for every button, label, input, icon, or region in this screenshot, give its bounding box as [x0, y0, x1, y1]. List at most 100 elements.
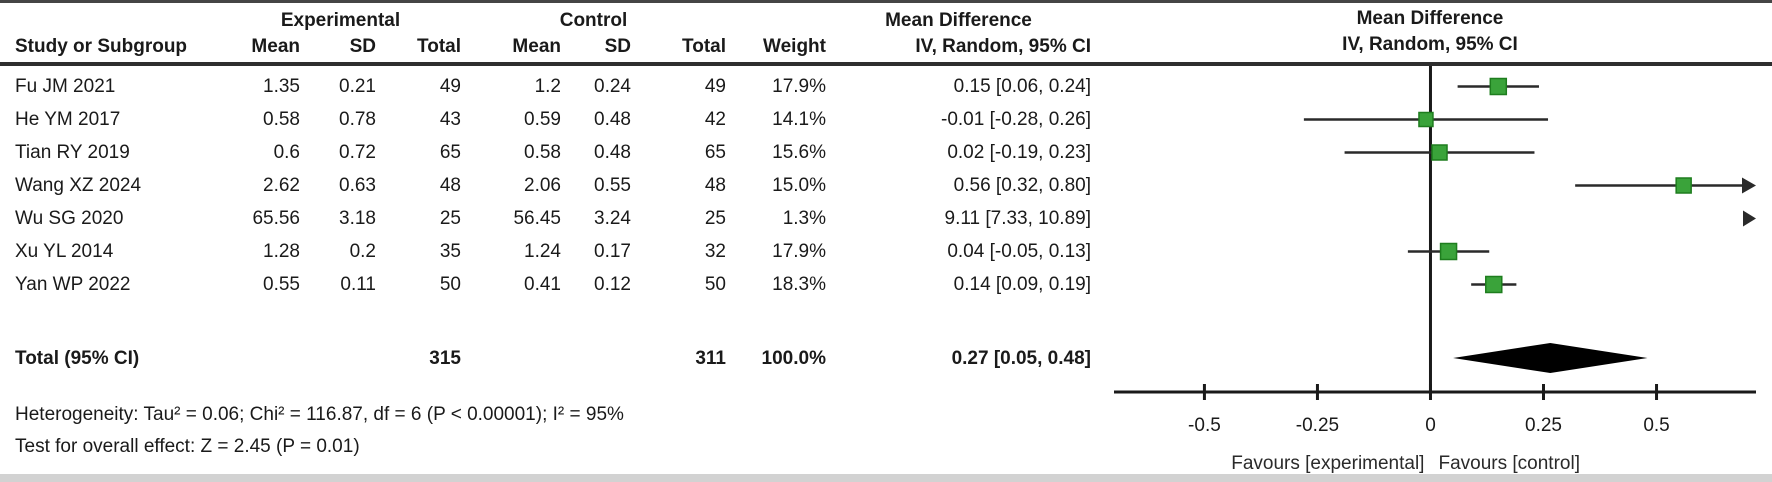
overall-effect-line: Test for overall effect: Z = 2.45 (P = 0… [15, 436, 360, 457]
tick-label: -0.5 [1188, 415, 1221, 436]
cell-ctl-total: 25 [704, 208, 726, 229]
col-header-ci: IV, Random, 95% CI [915, 36, 1091, 57]
table-row: Fu JM 2021 1.35 0.21 49 1.2 0.24 49 17.9% 0.15 [… [15, 70, 1091, 103]
total-ci: 0.27 [0.05, 0.48] [951, 348, 1091, 369]
cell-study: Tian RY 2019 [15, 142, 130, 163]
table-row: Tian RY 2019 0.6 0.72 65 0.58 0.48 65 15.6% 0.02… [15, 136, 1091, 169]
cell-ctl-total: 32 [704, 241, 726, 262]
cell-exp-mean: 2.62 [263, 175, 300, 196]
cell-ctl-total: 50 [704, 274, 726, 295]
cell-weight: 17.9% [772, 241, 826, 262]
cell-exp-mean: 1.35 [263, 76, 300, 97]
cell-exp-mean: 0.6 [273, 142, 300, 163]
total-ctl-n: 311 [695, 348, 726, 369]
cell-ctl-mean: 0.59 [524, 109, 561, 130]
cell-exp-sd: 0.2 [349, 241, 376, 262]
cell-ctl-sd: 0.17 [594, 241, 631, 262]
table-row: He YM 2017 0.58 0.78 43 0.59 0.48 42 14.1% -0.01… [15, 103, 1091, 136]
effect-square [1439, 242, 1458, 261]
cell-ctl-sd: 0.12 [594, 274, 631, 295]
cell-ci: 0.04 [-0.05, 0.13] [947, 241, 1091, 262]
cell-ctl-mean: 1.24 [524, 241, 561, 262]
favours-left-label: Favours [experimental] [1231, 453, 1424, 474]
cell-exp-total: 48 [439, 175, 461, 196]
cell-study: Fu JM 2021 [15, 76, 116, 97]
cell-exp-sd: 0.11 [340, 274, 376, 295]
cell-ci: 9.11 [7.33, 10.89] [944, 208, 1092, 229]
total-row: Total (95% CI) 315 311 100.0% 0.27 [0.05… [15, 342, 1091, 375]
cell-exp-mean: 65.56 [252, 208, 300, 229]
group-header-control: Control [559, 10, 628, 31]
col-header-ctl-total: Total [682, 36, 726, 57]
effect-square [1675, 177, 1692, 194]
cell-ctl-sd: 0.55 [594, 175, 631, 196]
cell-exp-sd: 0.72 [339, 142, 376, 163]
cell-ctl-mean: 0.41 [524, 274, 561, 295]
cell-ctl-sd: 0.24 [594, 76, 631, 97]
cell-exp-total: 35 [439, 241, 461, 262]
cell-ci: 0.56 [0.32, 0.80] [953, 175, 1091, 196]
table-row: Wu SG 2020 65.56 3.18 25 56.45 3.24 25 1.3% 9.11… [15, 202, 1091, 235]
cell-ci: 0.15 [0.06, 0.24] [953, 76, 1091, 97]
cell-weight: 15.6% [772, 142, 826, 163]
ci-arrow-right [1742, 177, 1756, 194]
cell-exp-mean: 0.58 [263, 109, 300, 130]
cell-ctl-sd: 3.24 [594, 208, 631, 229]
effect-square [1418, 111, 1434, 128]
cell-ci: -0.01 [-0.28, 0.26] [941, 109, 1091, 130]
tick-label: 0.5 [1643, 415, 1669, 436]
cell-ctl-sd: 0.48 [594, 109, 631, 130]
col-header-exp-total: Total [417, 36, 461, 57]
col-header-ctl-mean: Mean [512, 36, 561, 57]
offscale-arrow-right [1743, 210, 1756, 227]
tick-label: 0.25 [1525, 415, 1562, 436]
cell-ctl-mean: 56.45 [513, 208, 561, 229]
cell-exp-total: 49 [439, 76, 461, 97]
table-row: Wang XZ 2024 2.62 0.63 48 2.06 0.55 48 15.0% 0.5… [15, 169, 1091, 202]
total-weight: 100.0% [761, 348, 826, 369]
cell-ctl-mean: 2.06 [524, 175, 561, 196]
cell-study: He YM 2017 [15, 109, 121, 130]
cell-exp-sd: 0.21 [339, 76, 376, 97]
group-header-mean-difference: Mean Difference [885, 10, 1032, 31]
cell-ctl-total: 49 [704, 76, 726, 97]
cell-ctl-total: 48 [704, 175, 726, 196]
table-row: Xu YL 2014 1.28 0.2 35 1.24 0.17 32 17.9% 0.04 [… [15, 235, 1091, 268]
table-column-header-row: Study or Subgroup Mean SD Total Mean SD … [15, 34, 1091, 60]
cell-weight: 15.0% [772, 175, 826, 196]
plot-header-model: IV, Random, 95% CI [1342, 34, 1518, 55]
total-exp-n: 315 [429, 348, 461, 369]
cell-exp-mean: 0.55 [263, 274, 300, 295]
cell-ctl-total: 42 [704, 109, 726, 130]
cell-exp-total: 65 [439, 142, 461, 163]
figure-bottom-border [0, 474, 1772, 482]
effect-square [1485, 275, 1503, 294]
favours-right-label: Favours [control] [1438, 453, 1580, 474]
group-header-spacer [15, 8, 220, 34]
cell-exp-total: 50 [439, 274, 461, 295]
col-header-exp-sd: SD [349, 36, 376, 57]
effect-square [1431, 144, 1448, 161]
cell-ctl-mean: 0.58 [524, 142, 561, 163]
cell-exp-sd: 3.18 [339, 208, 376, 229]
cell-exp-sd: 0.63 [339, 175, 376, 196]
cell-weight: 17.9% [772, 76, 826, 97]
tick-label: -0.25 [1296, 415, 1339, 436]
cell-ci: 0.02 [-0.19, 0.23] [947, 142, 1091, 163]
cell-weight: 18.3% [772, 274, 826, 295]
cell-study: Wu SG 2020 [15, 208, 124, 229]
cell-study: Yan WP 2022 [15, 274, 131, 295]
tick-label: 0 [1425, 415, 1436, 436]
plot-header-effect-measure: Mean Difference [1356, 8, 1504, 29]
cell-weight: 14.1% [772, 109, 826, 130]
total-label: Total (95% CI) [15, 348, 140, 369]
cell-ci: 0.14 [0.09, 0.19] [953, 274, 1091, 295]
cell-ctl-mean: 1.2 [534, 76, 561, 97]
table-group-header-row: Experimental Control Mean Difference [15, 8, 1091, 34]
cell-exp-total: 43 [439, 109, 461, 130]
cell-ctl-sd: 0.48 [594, 142, 631, 163]
group-header-experimental: Experimental [280, 10, 401, 31]
col-header-weight: Weight [763, 36, 826, 57]
study-rows: Fu JM 2021 1.35 0.21 49 1.2 0.24 49 17.9% 0.15 [… [15, 70, 1091, 301]
